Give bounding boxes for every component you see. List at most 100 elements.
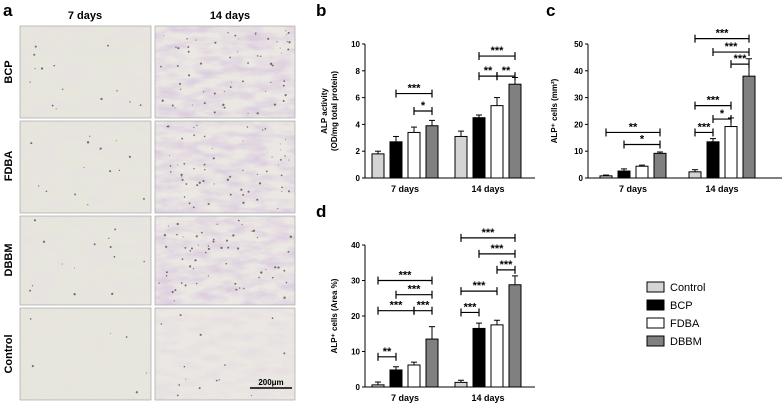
bar-c-control-1	[688, 171, 702, 179]
bar-b-bcp-0	[389, 141, 403, 179]
y-tick-label-b-6: 6	[356, 94, 361, 103]
legend-swatch-fdba	[646, 317, 665, 329]
significance-label-d-9: ***	[464, 301, 478, 313]
legend-label-control: Control	[670, 282, 705, 294]
legend-swatch-control	[646, 281, 665, 293]
column-header-14-days: 14 days	[210, 10, 250, 22]
y-axis-label-b-line-1: ALP activity	[320, 88, 329, 134]
y-tick-label-b-10: 10	[351, 40, 360, 49]
chart-d: d ALP⁺ cells (Area %) 0 10 20 30 40 7 days 14 da…	[316, 202, 535, 403]
significance-label-d-3: ***	[417, 300, 431, 312]
bar-c-bcp-1	[706, 141, 720, 179]
x-category-label-b-0: 7 days	[391, 184, 419, 194]
significance-bracket-b-1: *	[413, 100, 433, 115]
legend-label-bcp: BCP	[670, 300, 693, 312]
significance-bracket-d-6: ***	[478, 243, 516, 258]
legend-label-dbbm: DBBM	[670, 336, 702, 348]
y-tick-label-c-0: 0	[579, 174, 584, 183]
row-label-dbbm: DBBM	[3, 244, 15, 277]
bar-b-dbbm-1	[508, 83, 522, 179]
significance-label-c-0: **	[629, 121, 638, 133]
bar-c-dbbm-0	[653, 152, 667, 179]
significance-bracket-c-6: *	[712, 108, 732, 124]
significance-bracket-d-2: ***	[377, 300, 415, 315]
significance-label-b-3: **	[484, 65, 493, 77]
bar-b-control-0	[371, 153, 385, 179]
column-header-7-days: 7 days	[68, 10, 102, 22]
significance-label-d-2: ***	[390, 300, 404, 312]
significance-label-d-8: ***	[473, 280, 487, 292]
x-category-label-b-1: 14 days	[471, 184, 504, 194]
significance-bracket-c-2: ***	[694, 28, 750, 43]
significance-bracket-d-1: ***	[395, 284, 433, 299]
y-tick-label-b-4: 4	[356, 120, 361, 129]
significance-label-c-7: ***	[698, 121, 712, 133]
significance-bracket-d-9: ***	[460, 301, 480, 317]
y-tick-label-b-2: 2	[356, 147, 361, 156]
bar-d-fdba-0	[407, 364, 421, 388]
micrograph-control-7-days	[19, 307, 152, 401]
significance-bracket-d-5: ***	[460, 227, 516, 242]
micrograph-control-14-days	[154, 307, 296, 401]
significance-bracket-b-4: **	[496, 65, 516, 81]
panel-letter-a: a	[3, 1, 13, 20]
bar-b-control-1	[454, 135, 468, 179]
significance-bracket-d-3: ***	[413, 300, 433, 315]
x-category-label-c-0: 7 days	[619, 184, 647, 194]
panel-letter-b: b	[316, 1, 326, 20]
significance-bracket-c-3: ***	[712, 41, 750, 57]
significance-bracket-d-7: ***	[496, 259, 516, 274]
significance-label-c-3: ***	[725, 41, 739, 53]
y-tick-label-b-0: 0	[356, 174, 361, 183]
bar-c-control-0	[599, 175, 613, 179]
y-axis-label-c: ALP⁺ cells (mm²)	[550, 78, 559, 143]
scale-bar-label: 200μm	[258, 378, 283, 387]
significance-label-d-0: ***	[399, 270, 413, 282]
legend-swatch-bcp	[646, 299, 665, 311]
panel-letter-d: d	[316, 202, 326, 221]
significance-bracket-d-8: ***	[460, 280, 498, 296]
bar-c-dbbm-1	[742, 75, 756, 179]
significance-label-c-2: ***	[716, 28, 730, 40]
y-tick-label-d-20: 20	[351, 312, 360, 321]
significance-label-b-1: *	[421, 100, 426, 112]
y-tick-label-c-40: 40	[574, 67, 583, 76]
y-tick-label-c-20: 20	[574, 120, 583, 129]
significance-bracket-c-7: ***	[694, 121, 714, 137]
y-axis-label-b-line-2: (OD/mg total protein)	[330, 71, 339, 151]
significance-label-b-4: **	[502, 65, 511, 77]
bar-d-fdba-1	[490, 324, 504, 388]
bar-c-fdba-1	[724, 126, 738, 179]
bar-d-control-1	[454, 381, 468, 388]
bar-c-fdba-0	[635, 165, 649, 179]
significance-bracket-d-4: **	[377, 346, 397, 361]
micrograph-dbbm-14-days	[154, 215, 296, 306]
significance-label-c-1: *	[640, 134, 645, 146]
chart-b: b ALP activity (OD/mg total protein) 0 2 4 6 8 1…	[316, 1, 535, 194]
micrograph-dbbm-7-days	[19, 215, 152, 306]
significance-bracket-b-3: **	[478, 65, 498, 81]
significance-bracket-d-0: ***	[377, 270, 433, 285]
significance-label-d-7: ***	[500, 259, 514, 271]
y-tick-label-d-40: 40	[351, 241, 360, 250]
bar-b-fdba-1	[490, 105, 504, 179]
y-tick-label-d-0: 0	[356, 383, 361, 392]
x-category-label-d-1: 14 days	[471, 393, 504, 403]
significance-label-d-4: **	[383, 346, 392, 358]
y-tick-label-b-8: 8	[356, 67, 361, 76]
bar-d-bcp-1	[472, 327, 486, 388]
panel-a-micrographs: a 7 days 14 days BCP FDBA DBBM Control 2…	[3, 1, 296, 401]
significance-bracket-c-4: ***	[730, 53, 750, 69]
row-label-fdba: FDBA	[3, 151, 15, 182]
legend-swatch-dbbm	[646, 335, 665, 347]
micrograph-fdba-14-days	[154, 120, 296, 214]
y-tick-label-c-30: 30	[574, 94, 583, 103]
legend: Control BCP FDBA DBBM	[646, 281, 705, 348]
row-label-control: Control	[3, 334, 15, 373]
x-category-label-c-1: 14 days	[705, 184, 738, 194]
bar-b-fdba-0	[407, 131, 421, 179]
significance-label-b-0: ***	[408, 83, 422, 95]
significance-label-d-5: ***	[482, 227, 496, 239]
significance-bracket-c-0: **	[605, 121, 661, 137]
bar-b-bcp-1	[472, 117, 486, 179]
